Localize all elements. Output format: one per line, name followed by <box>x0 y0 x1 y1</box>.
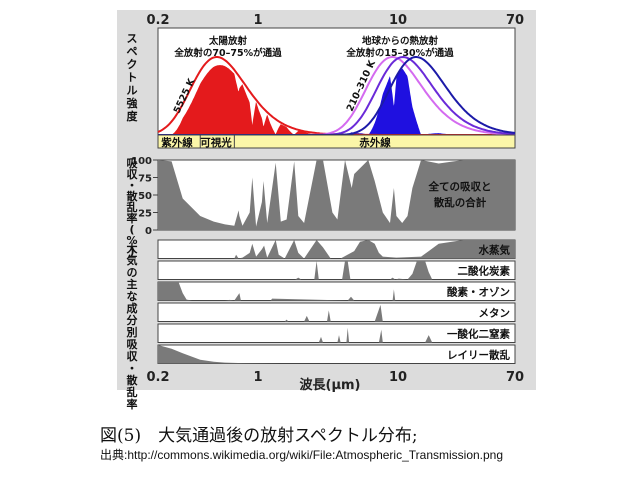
earth-title: 地球からの熱放射 <box>362 35 439 47</box>
ylabel-char: 主 <box>127 277 138 291</box>
figure-caption: 図(5) 大気通過後の放射スペクトル分布; <box>100 426 418 446</box>
ylabel-char: 収 <box>127 168 139 181</box>
ylabel-char: 率 <box>127 211 138 225</box>
ylabel-char: 吸 <box>127 338 139 351</box>
top-tick-label: 0.2 <box>146 13 169 28</box>
sun-title: 太陽放射 <box>209 35 248 47</box>
figure-source: 出典:http://commons.wikimedia.org/wiki/Fil… <box>100 448 504 462</box>
gas-series-label: レイリー散乱 <box>447 349 510 362</box>
total-ytick-label: 75 <box>138 174 152 185</box>
bottom-tick-label: 1 <box>253 370 262 385</box>
ylabel-char: 乱 <box>127 385 138 399</box>
total-ylabel: 吸収・散乱率(%) <box>126 157 138 258</box>
ylabel-char: ・ <box>127 362 138 375</box>
ylabel-char: 強 <box>127 96 138 110</box>
gas-series-label: 水蒸気 <box>478 244 511 257</box>
total-ytick-label: 50 <box>138 191 152 202</box>
ylabel-char: の <box>127 266 138 279</box>
ylabel-char: 乱 <box>127 200 138 214</box>
x-axis-label: 波長(μm) <box>300 377 361 393</box>
ylabel-char: 率 <box>127 397 138 411</box>
total-absorption-area <box>158 160 515 230</box>
bottom-tick-label: 0.2 <box>146 370 169 385</box>
ylabel-char: 収 <box>127 350 139 363</box>
total-yaxis-ticks: 100 75 50 25 0 <box>131 156 158 237</box>
gas-panel-frame <box>157 302 516 322</box>
total-label-line2: 散乱の合計 <box>434 196 487 209</box>
ylabel-char: ) <box>129 245 134 258</box>
bottom-tick-label: 10 <box>389 370 407 385</box>
gas-absorption-area <box>158 261 515 280</box>
gas-series-label: 一酸化二窒素 <box>447 328 510 341</box>
total-ytick-label: 25 <box>138 209 152 220</box>
earth-subtitle: 全放射の15–30%が通過 <box>345 47 454 59</box>
gas-absorption-area <box>158 345 515 364</box>
gas-series-label: メタン <box>479 308 511 320</box>
total-ytick-label: 100 <box>131 156 152 167</box>
gas-panel-frame <box>157 323 516 343</box>
ylabel-char: 散 <box>127 189 139 203</box>
ylabel-char: ( <box>129 223 134 236</box>
total-label-line1: 全ての吸収と <box>428 180 492 193</box>
top-tick-label: 1 <box>253 13 262 28</box>
band-label-uv: 紫外線 <box>161 136 193 149</box>
band-strip <box>157 134 516 149</box>
ylabel-char: な <box>127 290 138 303</box>
ylabel-char: 度 <box>127 109 139 123</box>
gas-series-label: 酸素・オゾン <box>447 286 510 299</box>
top-tick-label: 70 <box>506 13 524 28</box>
figure: 0.2 1 10 70 紫外線 可視光 赤外線 太陽放射 全放射の70–75%が… <box>117 10 536 411</box>
ylabel-char: ク <box>127 58 138 71</box>
bottom-tick-label: 70 <box>506 370 524 385</box>
ylabel-char: 別 <box>126 325 138 339</box>
band-label-visible: 可視光 <box>200 136 232 149</box>
ylabel-char: ス <box>127 32 138 45</box>
ylabel-char: 大 <box>127 241 138 255</box>
ylabel-char: 成 <box>127 301 138 315</box>
ylabel-char: 気 <box>127 253 138 267</box>
ylabel-char: 吸 <box>127 157 139 170</box>
gas-absorption-area <box>158 240 515 259</box>
sun-subtitle: 全放射の70–75%が通過 <box>173 47 282 59</box>
top-tick-label: 10 <box>389 13 407 28</box>
ylabel-char: ル <box>127 84 138 97</box>
ylabel-char: ペ <box>127 45 138 58</box>
ylabel-char: 散 <box>127 373 139 387</box>
earth-transmitted-area <box>340 68 515 135</box>
ylabel-char: 分 <box>127 313 138 327</box>
ylabel-char: % <box>126 234 137 247</box>
total-ytick-label: 0 <box>145 226 152 237</box>
ylabel-char: ト <box>127 71 138 84</box>
band-dividers <box>199 135 235 148</box>
band-label-infrared: 赤外線 <box>359 136 391 149</box>
ylabel-char: ・ <box>127 179 138 192</box>
sun-transmitted-area <box>158 65 366 135</box>
gas-series-label: 二酸化炭素 <box>458 265 511 278</box>
